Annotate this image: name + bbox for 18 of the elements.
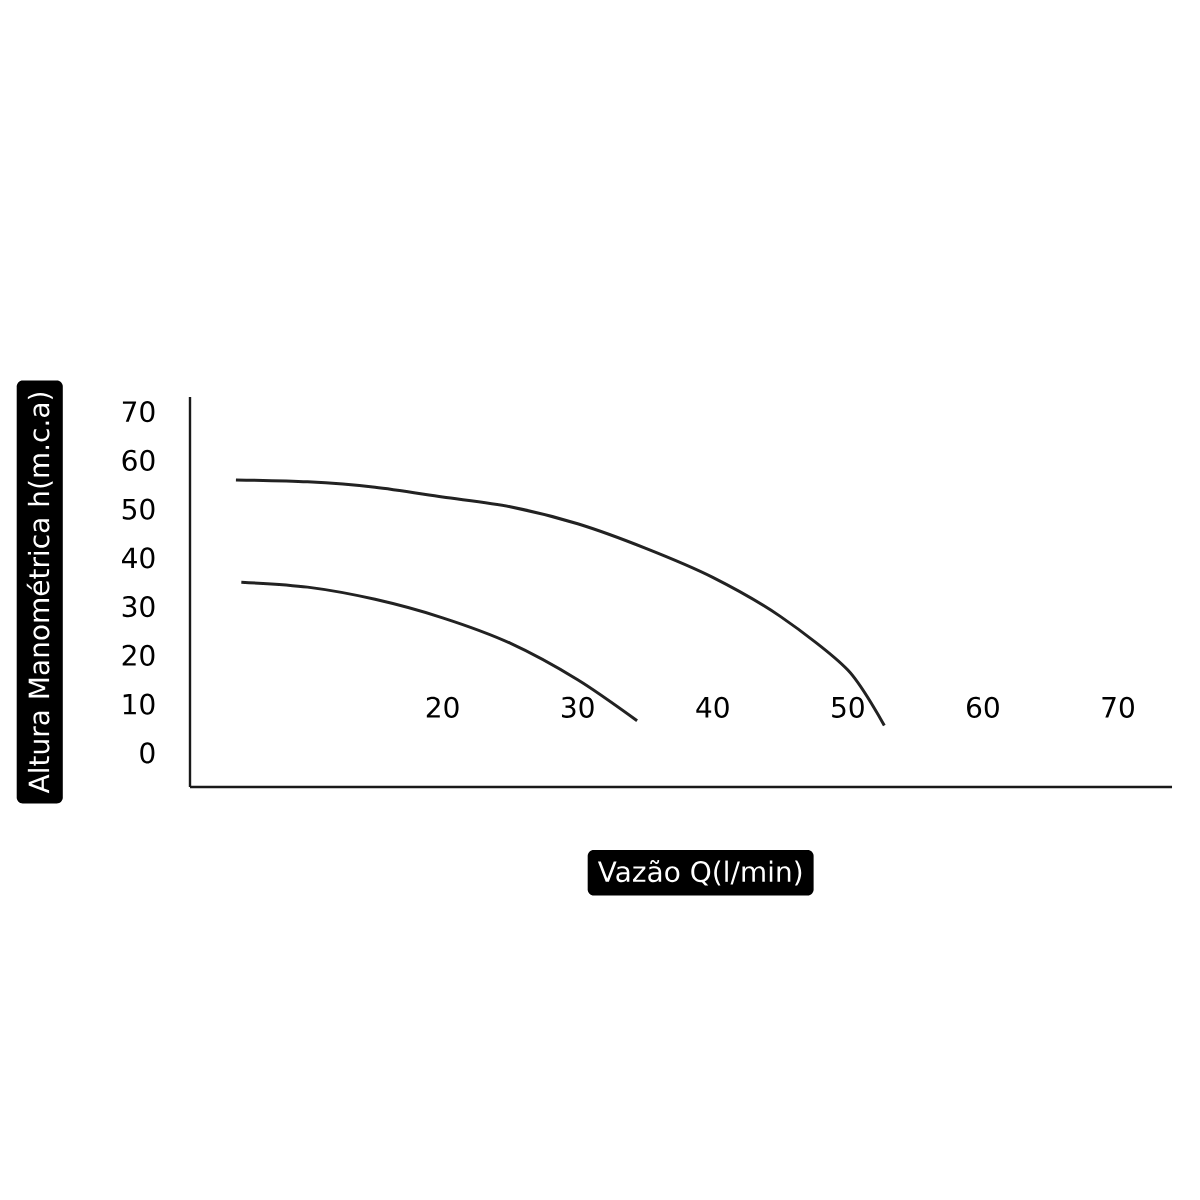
- y-tick-label: 0: [140, 742, 155, 764]
- y-tick-label: 10: [123, 693, 155, 715]
- line-series: [234, 478, 886, 728]
- x-tick-label: 60: [967, 696, 999, 718]
- y-tick-label: 30: [122, 596, 155, 618]
- line-series: [239, 580, 639, 723]
- y-tick-label: 70: [122, 401, 155, 423]
- x-tick-label: 30: [561, 696, 594, 718]
- x-tick-label: 40: [696, 696, 729, 718]
- x-axis-title: Vazão Q(l/min): [597, 860, 802, 886]
- y-axis-title: Altura Manométrica h(m.c.a): [26, 392, 53, 794]
- x-tick-label: 70: [1102, 696, 1134, 718]
- x-tick-label: 20: [426, 696, 459, 718]
- x-tick-label: 50: [832, 696, 864, 718]
- y-tick-label: 20: [122, 644, 155, 666]
- y-tick-label: 40: [122, 547, 155, 569]
- y-tick-label: 60: [122, 449, 155, 471]
- y-tick-label: 50: [122, 498, 155, 520]
